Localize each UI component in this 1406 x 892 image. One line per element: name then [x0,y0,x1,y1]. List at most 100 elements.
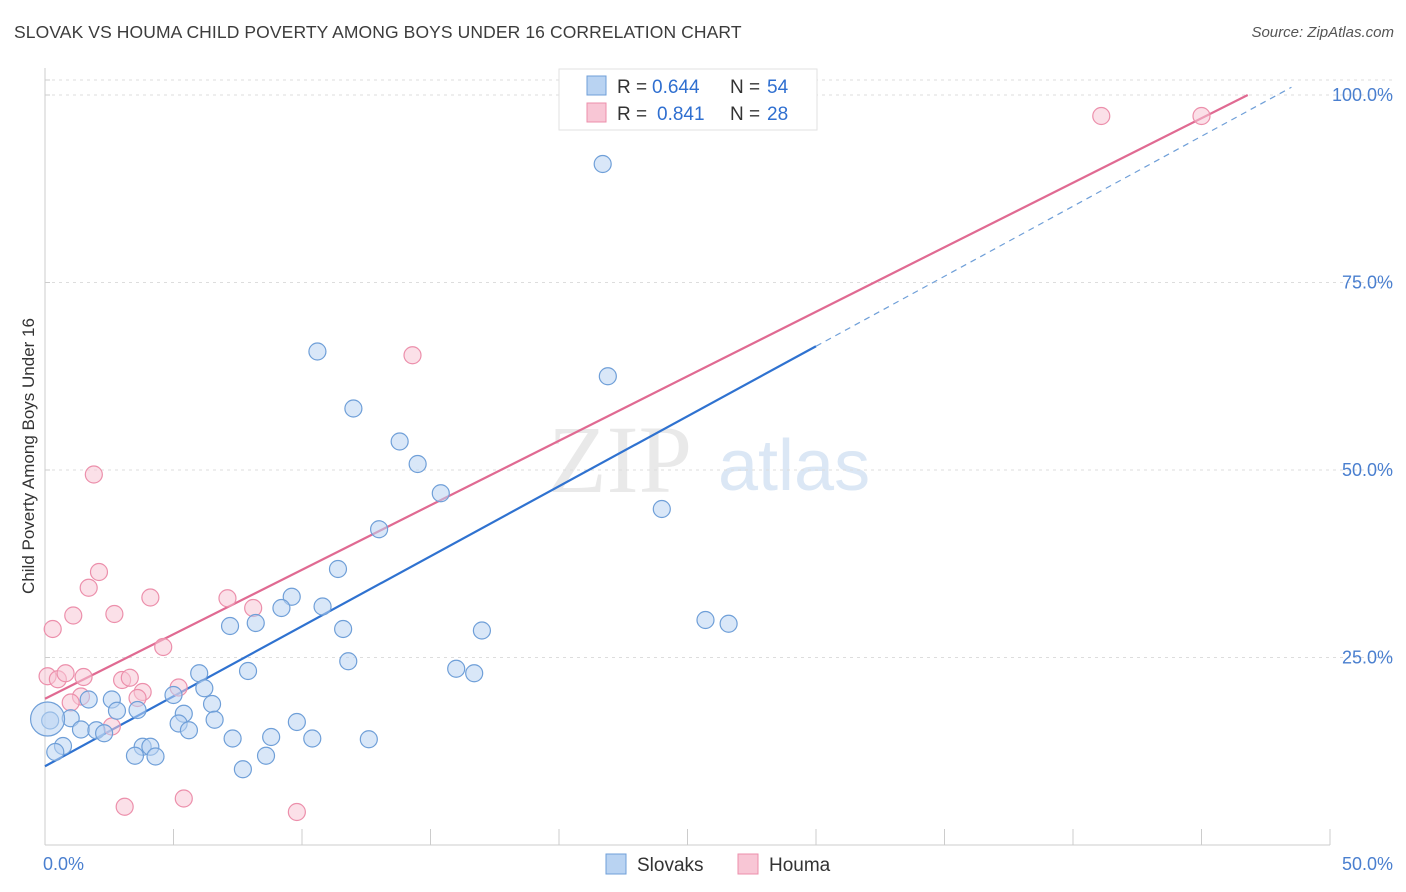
slovaks-point [125,746,145,765]
houma-point [43,619,62,639]
legend-n-value-slovaks: 54 [767,77,789,98]
data-points [29,85,1211,822]
legend-swatch-slovaks [586,75,607,96]
y-tick-label: 75.0% [1342,273,1393,293]
slovaks-point [220,616,240,636]
y-tick-label: 25.0% [1342,648,1393,668]
slovaks-point [195,679,214,698]
slovaks-point [233,760,252,779]
bottom-legend-swatch-slovaks [605,853,627,875]
bottom-legend: Slovaks Houma [605,853,831,876]
slovaks-point [79,690,98,709]
x-tick-label: 50.0% [1342,854,1393,874]
houma-point [154,637,173,657]
houma-point [61,693,80,712]
legend-r-value-slovaks: 0.644 [652,77,700,98]
slovaks-point [223,729,242,748]
slovaks-point [282,587,301,606]
legend-n-label-slovaks: N = [730,77,760,98]
slovaks-point [431,484,450,503]
y-axis-label: Child Poverty Among Boys Under 16 [19,318,38,594]
slovaks-point [256,746,276,765]
houma-point [1192,106,1211,126]
slovaks-point [313,597,332,616]
houma-point [1092,106,1111,126]
houma-point [174,789,193,808]
slovaks-point [128,700,147,720]
bottom-legend-label-houma: Houma [769,855,831,876]
houma-point [74,667,93,687]
slovaks-point [339,652,358,671]
slovaks-point-large [29,701,66,737]
chart-title: SLOVAK VS HOUMA CHILD POVERTY AMONG BOYS… [14,22,742,42]
houma-point [89,562,109,582]
slovaks-point [308,342,327,361]
houma-point [287,802,306,822]
slovaks-point [272,598,291,618]
slovaks-point [328,559,348,579]
slovaks-point [408,454,427,474]
legend-n-label-houma: N = [730,104,760,125]
trend-lines [44,86,1292,768]
grid-lines [45,79,1392,658]
y-tick-label: 100.0% [1332,85,1393,105]
slovaks-point [71,720,91,739]
slovaks-point [205,710,224,729]
houma-point [403,346,422,365]
houma-point [244,598,263,618]
houma-point [64,606,83,625]
slovaks-point [179,721,199,740]
slovaks-point [334,619,353,639]
houma-point [56,664,75,683]
watermark-zip: ZIP [548,406,692,513]
houma-point [105,604,124,624]
slovaks-point [146,747,165,766]
tick-labels: 25.0% 50.0% 75.0% 100.0% 0.0% 50.0% [43,85,1393,874]
slovaks-point [370,520,389,539]
houma-point [115,797,134,816]
slovaks-point [202,694,222,714]
houma-point [218,589,237,608]
x-tick-label: 0.0% [43,854,84,874]
bottom-legend-label-slovaks: Slovaks [637,855,704,876]
legend: R = 0.644 N = 54 R = 0.841 N = 28 [558,68,818,131]
slovaks-point [95,724,114,743]
slovaks-point [287,712,306,732]
houma-point [141,588,160,607]
slovaks-point [472,621,491,640]
slovaks-point [593,154,612,174]
y-tick-label: 50.0% [1342,460,1393,480]
slovaks-trend-extension [815,86,1292,347]
slovaks-point [344,399,363,418]
slovaks-point [447,659,466,678]
bottom-legend-swatch-houma [737,853,759,875]
slovaks-point [164,685,183,705]
slovaks-point [238,661,258,681]
slovaks-point [262,727,281,747]
slovaks-point [46,742,65,762]
watermark: ZIP atlas [548,406,870,513]
slovaks-point [303,729,322,748]
slovaks-point [246,613,265,633]
watermark-atlas: atlas [718,426,870,506]
slovaks-point [696,610,715,630]
legend-r-label-houma: R = [617,104,647,125]
houma-point [120,668,139,687]
slovaks-point [719,614,738,633]
slovaks-trend-line [44,345,817,768]
legend-r-label-slovaks: R = [617,77,647,98]
houma-trend-line [44,94,1249,700]
houma-point [79,578,98,597]
slovaks-point [465,664,484,683]
legend-r-value-houma: 0.841 [657,104,705,125]
slovaks-point [359,730,378,749]
slovaks-point [107,701,127,720]
legend-swatch-houma [586,102,607,123]
legend-n-value-houma: 28 [767,104,788,125]
source-label: Source: ZipAtlas.com [1251,24,1394,41]
slovaks-point [598,367,617,386]
slovaks-point [652,499,671,519]
slovaks-point [390,432,409,451]
houma-point [84,465,103,484]
